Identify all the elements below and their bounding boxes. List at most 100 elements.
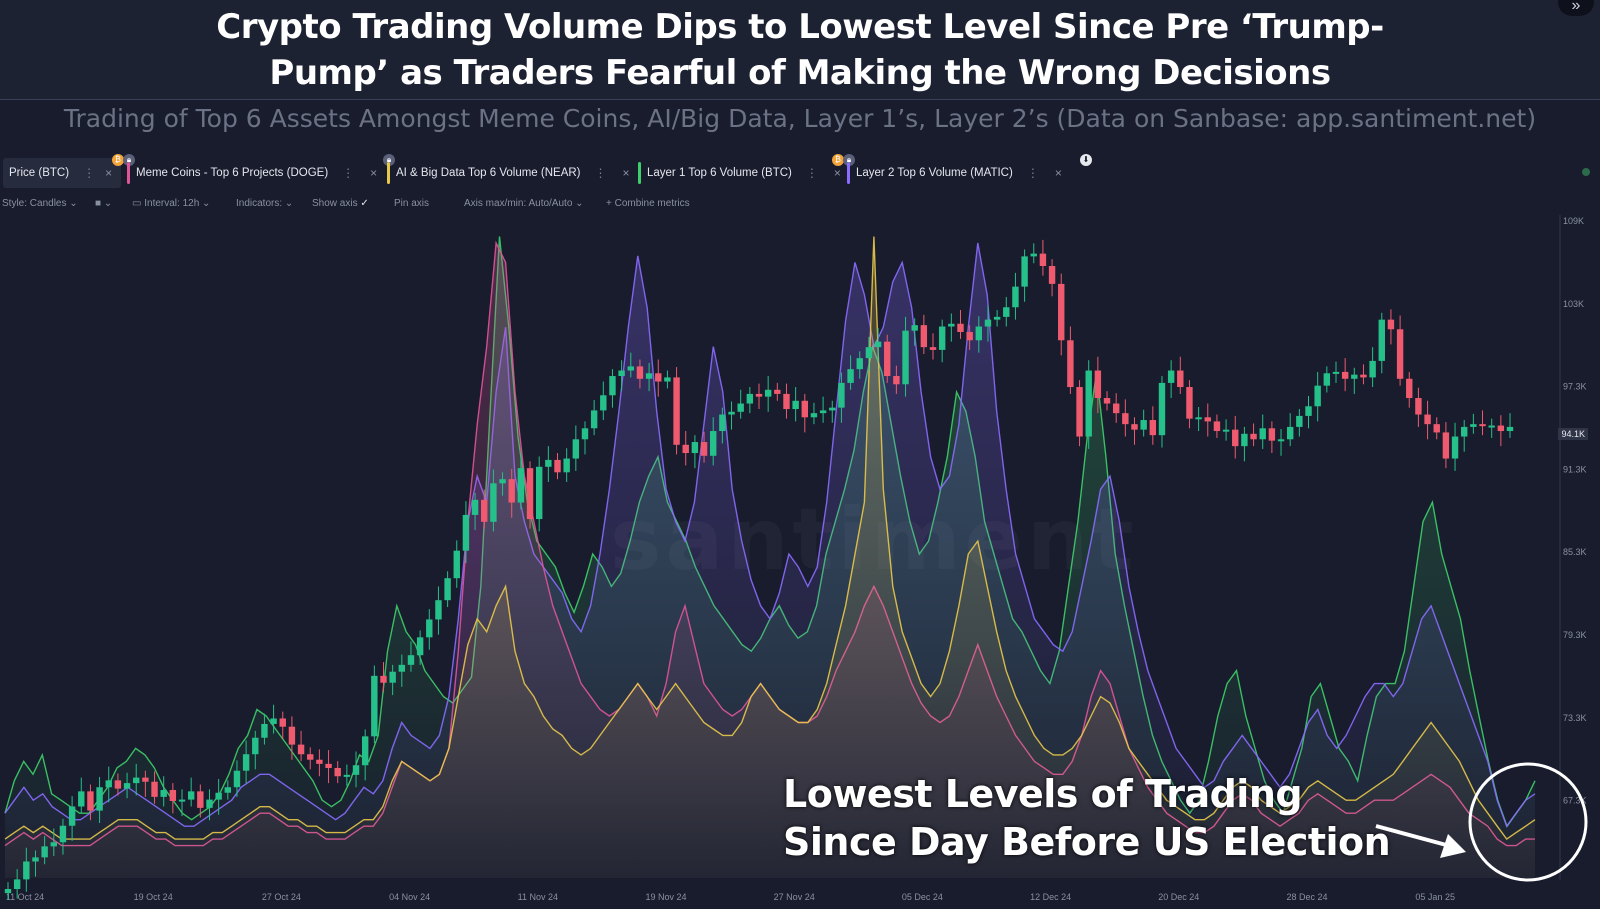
candle — [1112, 403, 1120, 414]
candle — [984, 319, 992, 327]
candle — [1103, 398, 1111, 404]
tab-meme-coins[interactable]: Meme Coins - Top 6 Projects (DOGE) ⋮ × — [127, 158, 377, 188]
y-tick-label: 85.3K — [1563, 547, 1587, 557]
download-icon[interactable]: ⬇ — [1080, 154, 1092, 166]
candle — [938, 326, 946, 350]
candle — [1341, 371, 1349, 379]
candle — [1506, 426, 1514, 432]
candle — [929, 347, 937, 350]
indicators-select[interactable]: Indicators: ⌄ — [236, 198, 294, 209]
candle — [114, 780, 122, 789]
tab-layer-1[interactable]: Layer 1 Top 6 Volume (BTC) ⋮ × — [638, 158, 841, 188]
candle — [343, 774, 351, 777]
candle — [279, 718, 286, 727]
lock-icon: 🔒︎ — [383, 154, 395, 166]
x-tick-label: 20 Dec 24 — [1158, 892, 1199, 902]
collapse-icon[interactable]: » — [1558, 0, 1594, 16]
candle — [682, 444, 689, 454]
candle — [1021, 256, 1028, 287]
more-options-icon[interactable]: ⋮ — [1026, 166, 1039, 180]
candle — [4, 889, 12, 894]
candle — [810, 413, 818, 418]
volume-line-1 — [4, 242, 1536, 828]
candle — [993, 316, 1001, 320]
more-options-icon[interactable]: ⋮ — [594, 166, 607, 180]
candle — [1039, 253, 1047, 267]
candle — [645, 373, 653, 379]
more-options-icon[interactable]: ⋮ — [342, 166, 355, 180]
candle — [407, 655, 415, 665]
close-icon[interactable]: × — [833, 166, 841, 180]
close-icon[interactable]: × — [622, 166, 630, 180]
candle — [1424, 414, 1431, 425]
metric-tabs: Price (BTC) ⋮ × ₿ 🔒︎ Meme Coins - Top 6 … — [0, 154, 1600, 190]
candle — [481, 499, 488, 522]
close-icon[interactable]: × — [105, 166, 113, 180]
candle — [902, 330, 909, 385]
tab-price-btc[interactable]: Price (BTC) ⋮ × — [3, 158, 121, 188]
chart-title-line-1: Crypto Trading Volume Dips to Lowest Lev… — [216, 7, 1384, 47]
candle — [435, 600, 442, 620]
candle — [554, 459, 561, 473]
candle — [508, 479, 515, 503]
tab-ai-big-data[interactable]: AI & Big Data Top 6 Volume (NEAR) ⋮ × — [387, 158, 630, 188]
candle — [865, 347, 873, 359]
interval-label: Interval: 12h — [144, 198, 200, 209]
candle — [1232, 429, 1239, 447]
candle — [920, 325, 928, 348]
candle — [151, 781, 158, 797]
candle — [32, 857, 39, 862]
candle — [1277, 439, 1285, 442]
candle — [325, 763, 332, 768]
candle — [1470, 424, 1477, 427]
candle — [1222, 429, 1230, 432]
combine-metrics-label: Combine metrics — [614, 198, 690, 209]
candle — [297, 744, 305, 755]
bitcoin-icon: ₿ — [112, 154, 124, 166]
candle — [133, 777, 140, 784]
candle — [78, 791, 85, 807]
x-tick-label: 12 Dec 24 — [1030, 892, 1071, 902]
more-options-icon[interactable]: ⋮ — [83, 166, 96, 180]
candle — [187, 791, 195, 800]
candle — [1387, 319, 1395, 330]
candle — [1131, 424, 1138, 430]
candle — [783, 393, 790, 410]
tab-label: Layer 1 Top 6 Volume (BTC) — [647, 167, 792, 179]
candle — [1186, 387, 1193, 419]
candle — [1085, 370, 1092, 437]
axis-maxmin-select[interactable]: Axis max/min: Auto/Auto ⌄ — [464, 198, 584, 209]
pin-axis-toggle[interactable]: Pin axis — [394, 198, 430, 209]
candle — [975, 326, 983, 341]
candle — [1177, 370, 1184, 388]
candle — [380, 675, 387, 683]
candle — [1048, 266, 1056, 284]
candle — [1497, 425, 1505, 432]
interval-select[interactable]: ▭ Interval: 12h ⌄ — [132, 198, 211, 209]
candle — [462, 514, 470, 551]
combine-metrics-button[interactable]: + Combine metrics — [606, 198, 690, 209]
candle — [1332, 371, 1340, 374]
candle — [563, 458, 570, 473]
close-icon[interactable]: × — [1054, 166, 1062, 180]
candle — [261, 723, 268, 738]
show-axis-toggle[interactable]: Show axis ✓ — [312, 198, 369, 209]
candle — [1415, 398, 1422, 415]
x-tick-label: 19 Oct 24 — [134, 892, 173, 902]
candle — [517, 468, 525, 503]
candle — [215, 792, 222, 800]
candle — [316, 759, 323, 764]
candle — [966, 332, 973, 341]
candle — [242, 754, 250, 771]
candle — [1158, 382, 1166, 436]
style-select[interactable]: Style: Candles ⌄ — [2, 198, 78, 209]
candle — [490, 483, 497, 522]
tab-layer-2[interactable]: Layer 2 Top 6 Volume (MATIC) ⋮ × — [847, 158, 1062, 188]
series-color-bar — [127, 162, 130, 184]
more-options-icon[interactable]: ⋮ — [805, 166, 818, 180]
candle — [471, 499, 479, 515]
color-select[interactable]: ■ ⌄ — [95, 198, 113, 209]
close-icon[interactable]: × — [370, 166, 378, 180]
candle — [444, 578, 451, 601]
